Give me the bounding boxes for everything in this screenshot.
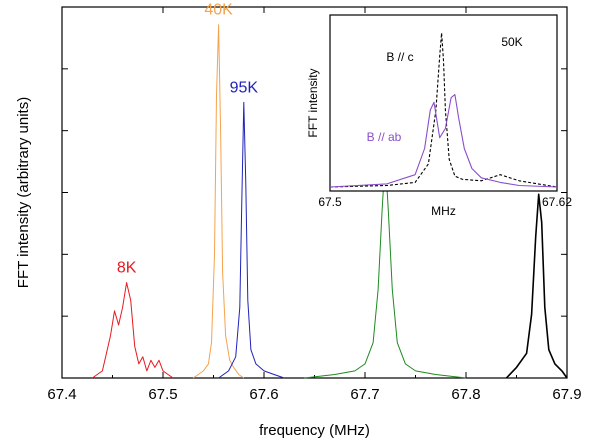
inset-series-line bbox=[329, 32, 558, 188]
y-axis-label: FFT intensity (arbitrary units) bbox=[15, 97, 32, 288]
x-tick-label: 67.8 bbox=[451, 386, 480, 403]
series-line bbox=[193, 24, 245, 379]
inset-x-tick-label: 67.62 bbox=[542, 195, 572, 209]
x-tick-label: 67.4 bbox=[47, 386, 76, 403]
series-line bbox=[505, 193, 568, 379]
main-plot: 67.4 67.5 67.6 67.7 67.8 67.9 frequency (MHz) F… bbox=[15, 2, 582, 439]
inset-x-axis-label: MHz bbox=[431, 204, 456, 218]
x-axis-label: frequency (MHz) bbox=[259, 422, 370, 439]
inset-series-label: B // c bbox=[386, 50, 413, 64]
inset-series-line bbox=[329, 94, 558, 188]
inset-frame bbox=[329, 14, 558, 192]
series-line bbox=[218, 101, 285, 379]
inset-series-label: B // ab bbox=[367, 130, 402, 144]
inset-y-axis-label: FFT intensity bbox=[306, 68, 320, 137]
inset-annotation: 50K bbox=[501, 35, 522, 49]
x-tick-label: 67.7 bbox=[350, 386, 379, 403]
inset-x-tick-label: 67.5 bbox=[318, 195, 342, 209]
series-line bbox=[92, 282, 174, 379]
x-tick-label: 67.9 bbox=[552, 386, 581, 403]
x-tick-label: 67.6 bbox=[249, 386, 278, 403]
series-label: 95K bbox=[230, 79, 259, 96]
series-line bbox=[304, 158, 467, 379]
inset-plot: 67.5 67.62 MHz FFT intensity 50K B // c B // a… bbox=[306, 14, 572, 218]
series-label: 8K bbox=[117, 260, 137, 277]
series-label: 40K bbox=[204, 2, 233, 19]
x-tick-label: 67.5 bbox=[148, 386, 177, 403]
